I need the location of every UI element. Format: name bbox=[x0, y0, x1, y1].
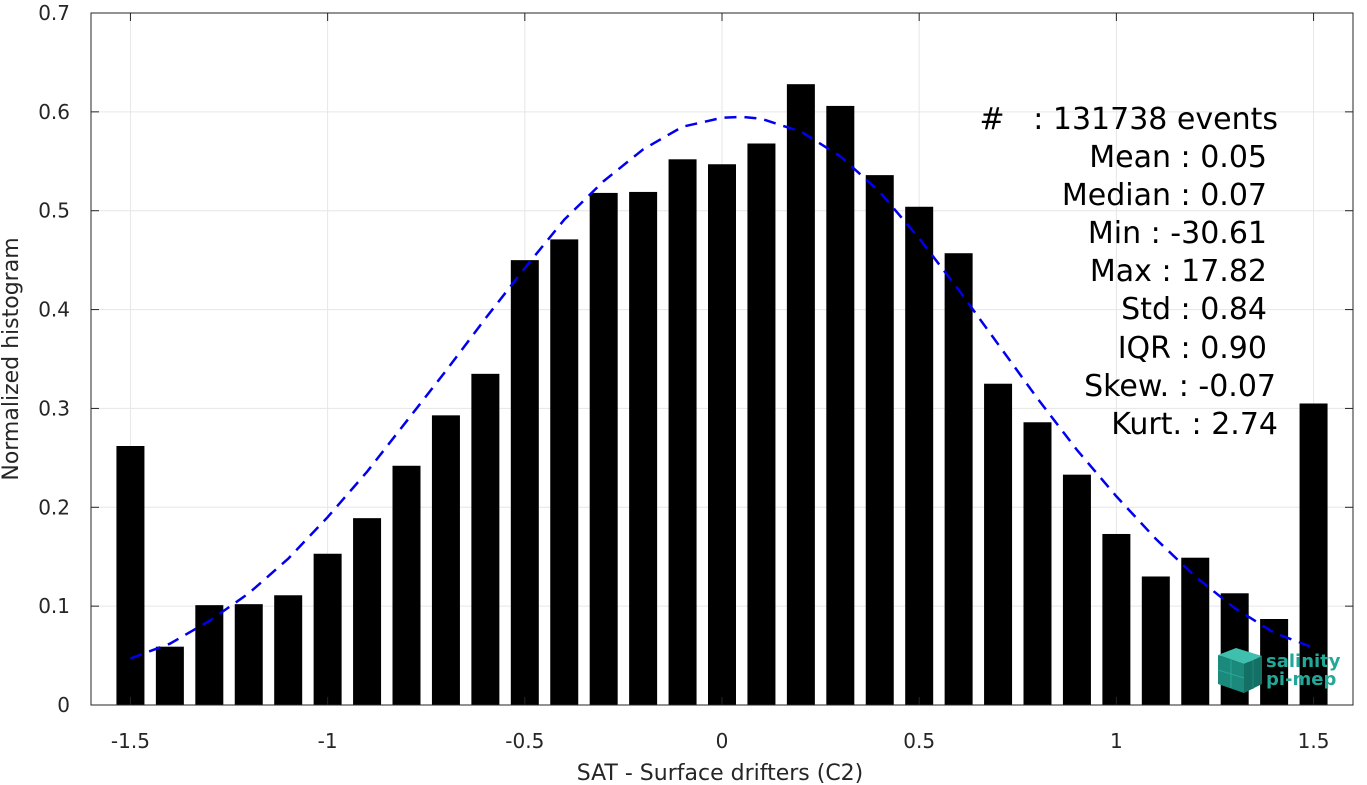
histogram-bar bbox=[747, 143, 776, 705]
x-axis-label: SAT - Surface drifters (C2) bbox=[577, 761, 864, 785]
histogram-bar bbox=[944, 253, 973, 706]
histogram-bar bbox=[353, 518, 382, 705]
ticks-layer: -1.5 -1 -0.5 0 0.5 1 1.5 0 0.1 0.2 0.3 0.4 0.5 0.6 0.7 bbox=[38, 1, 1353, 753]
y-tick-label: 0 bbox=[57, 693, 70, 717]
stats-kurt: Kurt. : 2.74 bbox=[1111, 407, 1278, 442]
histogram-bar bbox=[274, 595, 303, 705]
stats-min: Min : -30.61 bbox=[1088, 216, 1267, 251]
histogram-bar bbox=[1102, 533, 1131, 705]
stats-mean: Mean : 0.05 bbox=[1089, 140, 1267, 175]
y-tick-label: 0.1 bbox=[38, 594, 70, 618]
histogram-bar bbox=[1181, 557, 1210, 705]
y-tick-label: 0.6 bbox=[38, 100, 70, 124]
x-tick-label: 0 bbox=[716, 729, 729, 753]
fit-curve bbox=[129, 115, 1315, 660]
x-tick-label: 0.5 bbox=[903, 729, 935, 753]
x-tick-label: 1 bbox=[1110, 729, 1123, 753]
histogram-bar bbox=[313, 553, 342, 705]
histogram-bar bbox=[431, 415, 460, 705]
histogram-bar bbox=[392, 465, 421, 705]
logo-line2: pi-mep bbox=[1266, 669, 1336, 690]
x-tick-label: 1.5 bbox=[1298, 729, 1330, 753]
cube-icon bbox=[1217, 648, 1262, 693]
stats-median: Median : 0.07 bbox=[1062, 178, 1267, 213]
histogram-bar bbox=[905, 206, 934, 705]
histogram-bar bbox=[155, 646, 184, 705]
histogram-bar bbox=[1141, 576, 1170, 705]
y-tick-label: 0.3 bbox=[38, 396, 70, 420]
y-tick-label: 0.5 bbox=[38, 199, 70, 223]
stats-std: Std : 0.84 bbox=[1121, 292, 1267, 327]
histogram-bar bbox=[786, 84, 815, 706]
histogram-bar bbox=[234, 604, 263, 705]
x-tick-label: -1.5 bbox=[111, 729, 150, 753]
fit-curve-layer bbox=[129, 115, 1315, 660]
stats-max: Max : 17.82 bbox=[1090, 254, 1267, 289]
salinity-pimep-logo: salinity pi-mep bbox=[1217, 648, 1341, 693]
x-tick-label: -0.5 bbox=[505, 729, 544, 753]
x-tick-label: -1 bbox=[318, 729, 338, 753]
histogram-bar bbox=[1299, 403, 1328, 705]
histogram-bar bbox=[708, 164, 736, 705]
stats-events: # : 131738 events bbox=[979, 102, 1278, 137]
histogram-bar bbox=[629, 191, 658, 706]
y-tick-label: 0.2 bbox=[38, 495, 70, 519]
histogram-bar bbox=[510, 260, 539, 705]
histogram-bar bbox=[984, 383, 1013, 705]
histogram-bar bbox=[589, 192, 618, 706]
histogram-bar bbox=[668, 159, 697, 705]
stats-iqr: IQR : 0.90 bbox=[1118, 331, 1267, 366]
histogram-bar bbox=[471, 373, 500, 705]
histogram-bar bbox=[826, 105, 855, 705]
stats-box: # : 131738 events Mean : 0.05 Median : 0… bbox=[979, 102, 1278, 442]
stats-skew: Skew. : -0.07 bbox=[1084, 369, 1276, 404]
histogram-bar bbox=[1062, 474, 1091, 705]
histogram-bar bbox=[550, 239, 579, 705]
y-tick-label: 0.7 bbox=[38, 1, 70, 25]
histogram-bar bbox=[1023, 422, 1052, 705]
histogram-bar bbox=[116, 445, 145, 705]
histogram-bar bbox=[865, 175, 894, 705]
y-tick-label: 0.4 bbox=[38, 298, 70, 322]
y-axis-label: Normalized histogram bbox=[0, 237, 24, 480]
histogram-bar bbox=[1260, 618, 1289, 705]
logo-line1: salinity bbox=[1266, 651, 1341, 672]
bars-layer bbox=[116, 84, 1328, 706]
